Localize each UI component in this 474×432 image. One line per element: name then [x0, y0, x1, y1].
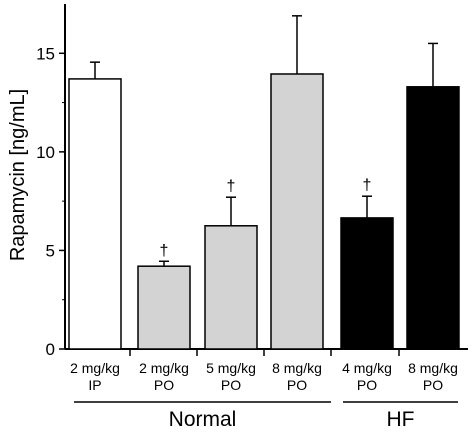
bar	[137, 265, 191, 350]
category-label-dose: 8 mg/kg	[408, 360, 458, 376]
category-label-route: IP	[88, 377, 101, 393]
category-label-dose: 2 mg/kg	[70, 360, 120, 376]
y-tick-label: 10	[36, 143, 55, 162]
category-label-dose: 5 mg/kg	[206, 360, 256, 376]
category-label-dose: 8 mg/kg	[272, 360, 322, 376]
y-tick-label: 0	[46, 340, 55, 359]
significance-dagger: †	[227, 178, 236, 195]
bar	[270, 73, 324, 350]
group-label: Normal	[169, 408, 237, 431]
category-label-route: PO	[287, 377, 307, 393]
group-label: HF	[387, 408, 415, 431]
axes: 0 5 10 15	[36, 4, 468, 359]
bar	[340, 217, 394, 350]
y-axis-label: Rapamycin [ng/mL]	[7, 89, 29, 261]
category-label-route: PO	[423, 377, 443, 393]
y-tick-label: 15	[36, 44, 55, 63]
bar	[406, 86, 460, 350]
category-label-route: PO	[357, 377, 377, 393]
category-label-route: PO	[154, 377, 174, 393]
significance-dagger: †	[160, 242, 169, 259]
category-label-dose: 2 mg/kg	[139, 360, 189, 376]
category-label-dose: 4 mg/kg	[342, 360, 392, 376]
y-tick-label: 5	[46, 241, 55, 260]
category-label-route: PO	[221, 377, 241, 393]
bars: † † †	[68, 15, 460, 350]
significance-dagger: †	[363, 177, 372, 194]
bar	[204, 225, 258, 350]
bar	[68, 78, 122, 350]
